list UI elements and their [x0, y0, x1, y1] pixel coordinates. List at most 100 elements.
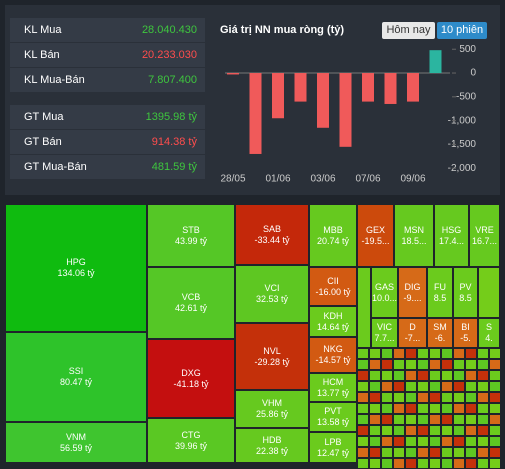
tile: DXG -41.18 tỷ: [147, 339, 235, 418]
stat-row: KL Mua 28.040.430: [10, 18, 205, 43]
tile-label: BI: [461, 322, 470, 332]
y-tick-label: -1,000: [448, 115, 477, 126]
filler: [417, 414, 429, 425]
stats: KL Mua 28.040.430 KL Bán 20.233.030 KL Mua-B…: [10, 18, 205, 180]
tile-value: 32.53 tỷ: [255, 294, 289, 304]
filler: [369, 447, 381, 458]
tile-label: D: [409, 322, 416, 332]
tile-value: -33.44 tỷ: [254, 234, 290, 245]
filler: [453, 436, 465, 447]
filler: [489, 414, 501, 425]
tile: GEX -19.5...: [357, 204, 394, 267]
x-tick-label: 28/05: [220, 174, 245, 185]
tile-label: GAS: [374, 281, 394, 292]
tile: FU 8.5: [427, 267, 453, 318]
tile: VCB 42.61 tỷ: [147, 267, 235, 339]
stat-label: GT Bán: [24, 136, 62, 148]
tile-value: 16.7...: [471, 235, 498, 246]
filler: [369, 392, 381, 403]
tile-value: 18.5...: [401, 235, 427, 246]
tile: GAS 10.0...: [371, 267, 398, 318]
filler: [465, 359, 477, 370]
filler: [477, 447, 489, 458]
filler: [417, 381, 429, 392]
tile-label: PVT: [324, 406, 342, 416]
bar: [317, 73, 329, 128]
filler: [477, 359, 489, 370]
chart-title: Giá trị NN mua ròng (tỷ): [220, 24, 344, 36]
filler: [405, 359, 417, 370]
tile: NVL -29.28 tỷ: [235, 323, 309, 390]
filler: [381, 458, 393, 469]
tile-value: 8.5: [459, 292, 472, 303]
filler: [381, 381, 393, 392]
filler: [417, 425, 429, 436]
filler: [477, 425, 489, 436]
stat-label: KL Bán: [24, 49, 60, 61]
tile-value: 12.47 tỷ: [316, 447, 350, 458]
bar: [339, 73, 352, 147]
stat-value: 914.38 tỷ: [151, 136, 197, 148]
tile-value: 39.96 tỷ: [174, 440, 208, 451]
tile-label: CTG: [181, 429, 201, 440]
tile-label: HPG: [66, 257, 86, 267]
filler: [489, 403, 501, 414]
bar: [429, 50, 442, 74]
tile: HCM 13.77 tỷ: [309, 373, 357, 402]
tile-value: 20.74 tỷ: [316, 235, 350, 246]
tile-label: HDB: [262, 434, 282, 445]
tile-label: FU: [434, 281, 446, 292]
tile-value: 14.64 tỷ: [316, 321, 350, 332]
tile: MSN 18.5...: [394, 204, 434, 267]
y-tick-label: 0: [470, 68, 476, 79]
bar: [362, 73, 374, 102]
stat-row: KL Mua-Bán 7.807.400: [10, 68, 205, 93]
filler: [381, 425, 393, 436]
filler: [357, 425, 369, 436]
stat-value: 1395.98 tỷ: [145, 111, 197, 123]
filler: [453, 348, 465, 359]
filler: [381, 414, 393, 425]
filler: [465, 447, 477, 458]
filler: [441, 425, 453, 436]
tile-value: -19.5...: [361, 235, 390, 246]
filler: [417, 436, 429, 447]
filler: [477, 458, 489, 469]
filler: [357, 359, 369, 370]
tile-value: 4.: [485, 333, 493, 343]
filler: [369, 414, 381, 425]
filler: [429, 392, 441, 403]
filler: [477, 381, 489, 392]
tile-value: 13.77 tỷ: [316, 387, 350, 398]
filler: [381, 392, 393, 403]
button[interactable]: Hôm nay: [382, 22, 435, 39]
filler: [405, 436, 417, 447]
filler: [393, 392, 405, 403]
filler: [405, 447, 417, 458]
tile: KDH 14.64 tỷ: [309, 306, 357, 337]
tile-value: 17.4...: [438, 235, 465, 246]
tile: VCI 32.53 tỷ: [235, 265, 309, 323]
filler: [453, 381, 465, 392]
filler: [357, 436, 369, 447]
filler: [369, 403, 381, 414]
filler: [477, 403, 489, 414]
tile: VNM 56.59 tỷ: [5, 422, 147, 463]
filler: [429, 381, 441, 392]
x-tick-label: 09/06: [400, 174, 425, 185]
filler: [453, 447, 465, 458]
filler: [369, 458, 381, 469]
filler: [441, 359, 453, 370]
tile-value: -16.00 tỷ: [315, 286, 351, 297]
filler: [381, 403, 393, 414]
tile-label: VRE: [475, 224, 494, 235]
stat-label: GT Mua-Bán: [24, 161, 87, 173]
filler: [429, 447, 441, 458]
tile: VIC 7.7...: [371, 318, 398, 348]
tile-value: 13.58 tỷ: [316, 417, 350, 427]
filler: [441, 447, 453, 458]
filler: [369, 348, 381, 359]
button[interactable]: 10 phiên: [437, 22, 487, 39]
tile: MBB 20.74 tỷ: [309, 204, 357, 267]
